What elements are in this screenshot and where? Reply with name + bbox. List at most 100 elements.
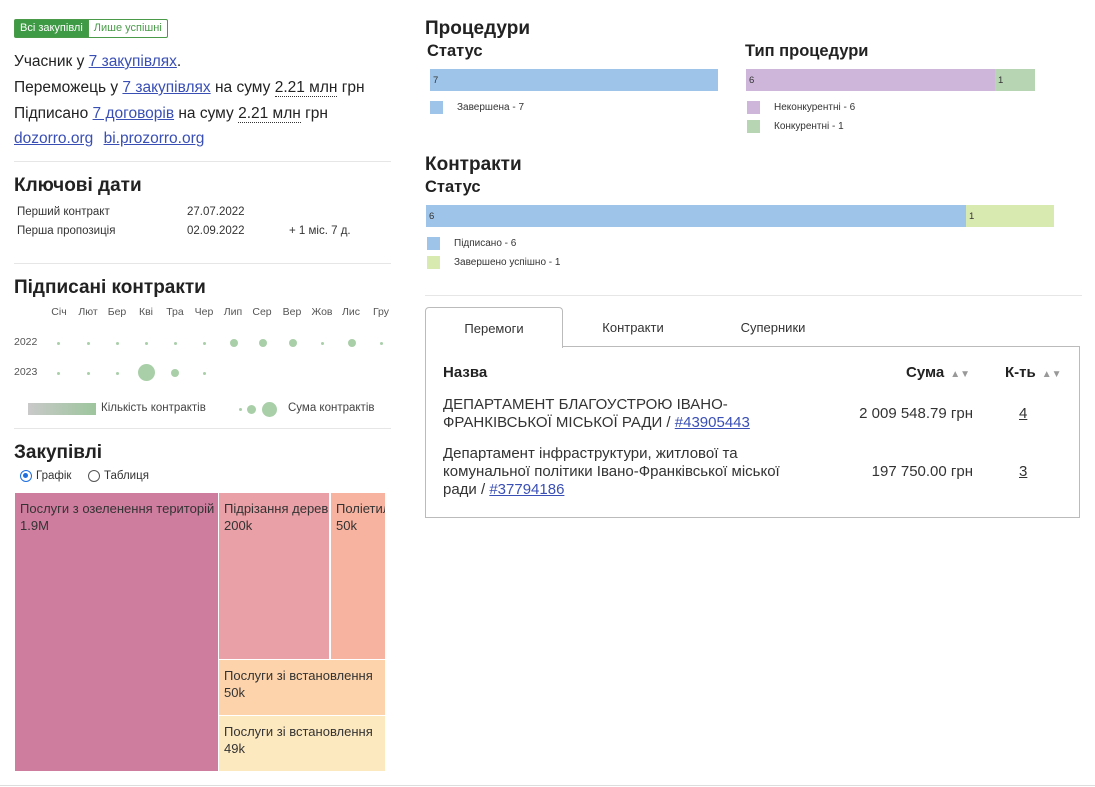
winner-line: Переможець у 7 закупівлях на суму 2.21 м…: [14, 79, 365, 97]
divider: [14, 263, 391, 264]
view-graph-radio[interactable]: Графік: [20, 470, 71, 482]
treemap-cell[interactable]: Поліетилен 50k: [331, 493, 385, 659]
sort-icon: ▲▼: [950, 369, 970, 380]
month-label: Вер: [282, 306, 302, 318]
calendar-dot: [57, 372, 60, 375]
month-label: Січ: [51, 306, 67, 318]
month-label: Гру: [372, 306, 390, 318]
column-header-count[interactable]: К-ть ▲▼: [1005, 364, 1062, 381]
calendar-dot: [380, 342, 383, 345]
size-legend-dot: [262, 402, 277, 417]
month-label: Лип: [223, 306, 243, 318]
legend-item: Завершено успішно - 1: [427, 256, 560, 269]
procedures-title: Процедури: [425, 18, 531, 39]
column-header-name[interactable]: Назва: [443, 364, 488, 381]
divider: [14, 161, 391, 162]
winner-link[interactable]: 7 закупівлях: [122, 79, 211, 96]
count-legend-label: Кількість контрактів: [101, 402, 206, 414]
calendar-dot[interactable]: [171, 369, 179, 377]
type-bar-segment[interactable]: 1: [995, 69, 1035, 91]
table-row-sum: 197 750.00 грн: [871, 463, 973, 480]
first-contract-date: 27.07.2022: [187, 206, 245, 218]
contracts-bar-segment[interactable]: 6: [426, 205, 966, 227]
tab-competitors[interactable]: Суперники: [740, 319, 806, 335]
procedure-status-title: Статус: [427, 42, 483, 60]
signed-amount: 2.21 млн: [238, 105, 301, 123]
treemap-cell[interactable]: Підрізання дерев 200k: [219, 493, 329, 659]
all-purchases-button[interactable]: Всі закупівлі: [14, 19, 89, 38]
calendar-dot: [87, 372, 90, 375]
calendar-dot: [116, 372, 119, 375]
month-label: Лис: [341, 306, 360, 318]
first-offer-date: 02.09.2022: [187, 225, 245, 237]
legend-item: Конкурентні - 1: [747, 120, 844, 133]
table-row-count-link[interactable]: 3: [1019, 463, 1028, 480]
tab-contracts[interactable]: Контракти: [602, 319, 664, 335]
size-legend-dot: [247, 405, 256, 414]
year-label: 2023: [14, 366, 38, 378]
successful-only-button[interactable]: Лише успішні: [88, 19, 168, 38]
table-row-count-link[interactable]: 4: [1019, 405, 1028, 422]
month-label: Жов: [311, 306, 333, 318]
legend-swatch: [430, 101, 443, 114]
column-header-sum[interactable]: Сума ▲▼: [905, 364, 970, 381]
count-gradient-legend: [28, 403, 96, 415]
radio-checked-icon: [20, 470, 32, 482]
page-bottom-border: [0, 785, 1095, 786]
legend-swatch: [427, 256, 440, 269]
first-contract-label: Перший контракт: [17, 206, 110, 218]
treemap-cell[interactable]: Послуги зі встановлення 49k: [219, 716, 385, 771]
treemap-cell[interactable]: Послуги з озеленення територій 1.9M: [15, 493, 218, 771]
entity-code-link[interactable]: #43905443: [674, 414, 750, 431]
view-table-radio[interactable]: Таблиця: [88, 470, 149, 482]
radio-unchecked-icon: [88, 470, 100, 482]
type-bar-segment[interactable]: 6: [746, 69, 995, 91]
winner-amount: 2.21 млн: [274, 79, 338, 97]
first-offer-label: Перша пропозиція: [17, 225, 116, 237]
summary: Учасник у 7 закупівлях. Переможець у 7 з…: [14, 49, 365, 127]
month-label: Лют: [78, 306, 98, 318]
calendar-dot[interactable]: [348, 339, 356, 347]
participant-link[interactable]: 7 закупівлях: [88, 53, 177, 70]
calendar-dot: [87, 342, 90, 345]
signed-contracts-title: Підписані контракти: [14, 277, 206, 298]
entity-code-link[interactable]: #37794186: [489, 481, 565, 498]
legend-swatch: [747, 101, 760, 114]
bi-prozorro-link[interactable]: bi.prozorro.org: [103, 130, 205, 147]
calendar-dot[interactable]: [138, 364, 155, 381]
month-label: Чер: [194, 306, 214, 318]
calendar-dot: [57, 342, 60, 345]
divider: [425, 295, 1082, 296]
purchases-title: Закупівлі: [14, 442, 103, 463]
calendar-dot[interactable]: [259, 339, 267, 347]
contracts-bar-segment[interactable]: 1: [966, 205, 1054, 227]
key-dates-title: Ключові дати: [14, 175, 142, 196]
table-row-sum: 2 009 548.79 грн: [859, 405, 973, 422]
month-label: Кві: [138, 306, 154, 318]
table-row-name: Департамент інфраструктури, житлової та …: [443, 445, 780, 498]
size-legend-dot: [239, 408, 242, 411]
first-offer-diff: + 1 міс. 7 д.: [289, 225, 351, 237]
procedure-type-title: Тип процедури: [745, 42, 869, 60]
external-links: dozorro.org bi.prozorro.org: [14, 130, 210, 148]
tab-wins[interactable]: Перемоги: [425, 307, 563, 348]
sum-legend-label: Сума контрактів: [288, 402, 375, 414]
calendar-dot: [203, 342, 206, 345]
divider: [14, 428, 391, 429]
month-label: Тра: [166, 306, 184, 318]
calendar-dot[interactable]: [230, 339, 238, 347]
status-bar-segment[interactable]: 7: [430, 69, 718, 91]
signed-link[interactable]: 7 договорів: [92, 105, 175, 122]
legend-item: Неконкурентні - 6: [747, 101, 855, 114]
legend-item: Підписано - 6: [427, 237, 516, 250]
legend-item: Завершена - 7: [430, 101, 524, 114]
contracts-title: Контракти: [425, 154, 522, 175]
wins-table: [425, 346, 1080, 518]
year-label: 2022: [14, 336, 38, 348]
calendar-dot: [203, 372, 206, 375]
month-label: Сер: [252, 306, 272, 318]
treemap-cell[interactable]: Послуги зі встановлення 50k: [219, 660, 385, 715]
signed-line: Підписано 7 договорів на суму 2.21 млн г…: [14, 105, 328, 123]
dozorro-link[interactable]: dozorro.org: [14, 130, 94, 147]
calendar-dot[interactable]: [289, 339, 297, 347]
